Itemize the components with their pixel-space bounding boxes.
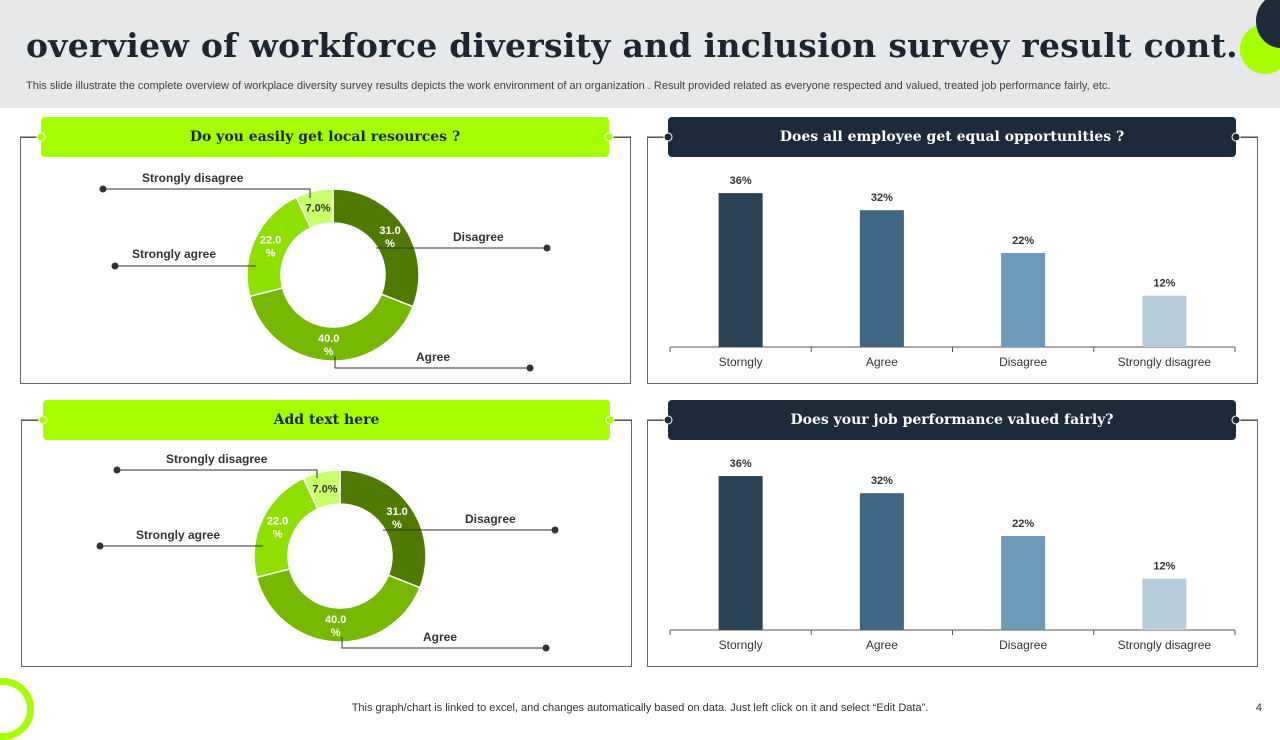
leader-dot-disagree <box>551 526 559 534</box>
leader-dot-agree <box>526 364 534 372</box>
bar-disagree <box>1001 252 1046 347</box>
bar-disagree <box>1001 535 1046 630</box>
donut-slice-strongly-disagree <box>302 469 341 510</box>
data-label-disagree: 22% <box>1012 518 1034 530</box>
leader-dot-disagree <box>543 244 551 252</box>
data-label-strongly-disagree: 12% <box>1153 561 1175 573</box>
data-label-agree: 40.0% <box>318 333 339 358</box>
data-label-agree: 32% <box>871 192 893 204</box>
data-label-storngly: 36% <box>730 458 752 470</box>
category-label-agree: Agree <box>866 355 898 369</box>
leader-dot-strongly-disagree <box>99 185 107 193</box>
category-label-disagree: Disagree <box>465 512 516 526</box>
data-label-strongly-disagree: 7.0% <box>305 203 330 215</box>
leader-line-agree <box>334 356 530 369</box>
donut-slice-disagree <box>332 188 420 308</box>
bar-chart-equal-opportunities[interactable]: 36% Storngly 32% Agree 22% Disagree 12% Strongl… <box>647 160 1258 380</box>
data-label-storngly: 36% <box>730 175 752 187</box>
donut-chart-local-resources[interactable]: 31.0 % 40.0 % 22.0 % 7.0% Disagree Agree Strongly… <box>20 160 631 380</box>
category-label-strongly-disagree: Strongly disagree <box>1118 355 1212 369</box>
data-label-agree: 40.0% <box>325 614 346 639</box>
slide-header: overview of workforce diversity and incl… <box>0 0 1280 108</box>
donut-slice-strongly-agree <box>253 477 319 579</box>
data-label-disagree: 31.0% <box>386 506 407 531</box>
footer-note: This graph/chart is linked to excel, and… <box>351 702 929 714</box>
category-label-agree: Agree <box>416 350 450 364</box>
leader-dot-strongly-agree <box>111 262 119 270</box>
bar-chart-job-performance[interactable]: 36% Storngly 32% Agree 22% Disagree 12% Strongl… <box>647 443 1258 663</box>
chart-title-job-performance: Does your job performance valued fairly? <box>668 400 1236 440</box>
bar-storngly <box>718 476 763 630</box>
donut-slice-strongly-agree <box>246 196 312 298</box>
data-label-strongly-disagree: 7.0% <box>312 484 337 496</box>
bar-agree <box>859 210 904 347</box>
data-label-strongly-agree: 22.0% <box>260 235 281 260</box>
data-label-strongly-disagree: 12% <box>1153 278 1175 290</box>
chart-title-local-resources: Do you easily get local resources ? <box>41 117 609 157</box>
chart-title-equal-opportunities: Does all employee get equal opportunitie… <box>668 117 1236 157</box>
data-label-strongly-agree: 22.0% <box>267 516 288 541</box>
data-label-disagree: 31.0% <box>379 225 400 250</box>
category-label-disagree: Disagree <box>453 230 504 244</box>
donut-chart-add-text[interactable]: 31.0 % 40.0 % 22.0 % 7.0% Disagree Agree Strongly… <box>21 443 632 663</box>
leader-line-agree <box>341 637 546 649</box>
bar-agree <box>859 493 904 630</box>
category-label-disagree: Disagree <box>999 355 1047 369</box>
page-number: 4 <box>1255 702 1262 714</box>
donut-slice-agree <box>255 568 421 643</box>
bar-storngly <box>718 193 763 347</box>
category-label-storngly: Storngly <box>719 638 763 652</box>
chart-title-add-text: Add text here <box>43 400 610 440</box>
donut-slice-strongly-disagree <box>295 188 334 229</box>
category-label-strongly-agree: Strongly agree <box>136 528 220 542</box>
category-label-strongly-agree: Strongly agree <box>132 247 216 261</box>
category-label-storngly: Storngly <box>719 355 763 369</box>
leader-line-strongly-disagree <box>117 469 318 478</box>
leader-dot-strongly-agree <box>96 542 104 550</box>
leader-dot-agree <box>542 644 550 652</box>
category-label-agree: Agree <box>866 638 898 652</box>
category-label-agree: Agree <box>423 630 457 644</box>
bar-strongly-disagree <box>1142 578 1187 630</box>
data-label-agree: 32% <box>871 475 893 487</box>
bar-strongly-disagree <box>1142 295 1187 347</box>
leader-dot-strongly-disagree <box>113 466 121 474</box>
category-label-strongly-disagree: Strongly disagree <box>142 171 244 185</box>
category-label-strongly-disagree: Strongly disagree <box>1118 638 1212 652</box>
category-label-strongly-disagree: Strongly disagree <box>166 452 268 466</box>
page-subtitle: This slide illustrate the complete overv… <box>26 80 1111 92</box>
donut-slice-disagree <box>339 469 427 589</box>
data-label-disagree: 22% <box>1012 235 1034 247</box>
donut-slice-agree <box>248 287 414 362</box>
page-title: overview of workforce diversity and incl… <box>26 26 1250 65</box>
category-label-disagree: Disagree <box>999 638 1047 652</box>
leader-line-strongly-disagree <box>103 188 311 198</box>
